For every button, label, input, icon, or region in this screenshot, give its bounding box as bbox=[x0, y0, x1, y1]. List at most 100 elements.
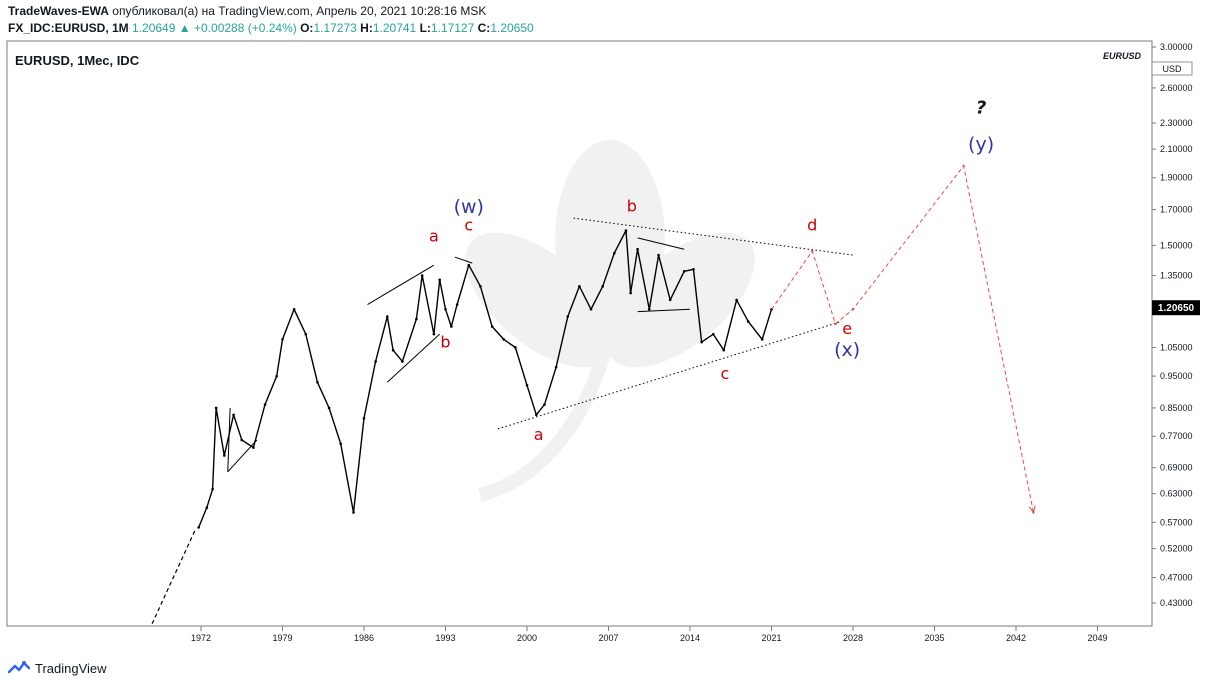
change-value: +0.00288 (+0.24%) bbox=[194, 21, 297, 35]
x-tick-label: 1993 bbox=[435, 633, 455, 643]
chart-pane-border bbox=[6, 40, 1153, 627]
price-point bbox=[735, 298, 738, 302]
projection-point bbox=[834, 322, 837, 326]
price-point bbox=[682, 270, 686, 273]
price-point bbox=[385, 315, 389, 318]
price-point bbox=[222, 454, 226, 457]
price-point bbox=[304, 332, 308, 336]
price-point bbox=[711, 332, 715, 336]
price-point bbox=[629, 291, 632, 295]
low-value: 1.17127 bbox=[430, 21, 475, 35]
price-axis[interactable]: 3.00000 2.60000 2.30000 2.10000 1.90000 1.700… bbox=[1152, 42, 1193, 608]
time-axis[interactable]: 1972 1979 1986 1993 2000 2007 2014 2021 2028 2035… bbox=[191, 626, 1108, 643]
x-tick-label: 2007 bbox=[598, 633, 618, 643]
price-point bbox=[668, 298, 672, 302]
price-point bbox=[214, 406, 218, 410]
price-series-line bbox=[198, 229, 773, 528]
wave-label: b bbox=[440, 332, 450, 351]
x-tick-label: 2000 bbox=[517, 633, 537, 643]
y-tick-label: 0.57000 bbox=[1160, 517, 1193, 527]
price-point bbox=[211, 487, 214, 491]
x-tick-label: 2035 bbox=[924, 633, 944, 643]
x-tick-label: 2028 bbox=[843, 633, 863, 643]
projection-arrowhead-icon bbox=[1028, 505, 1036, 514]
price-point bbox=[197, 526, 200, 529]
pane-symbol-tag: EURUSD bbox=[1103, 51, 1142, 61]
y-tick-label: 0.85000 bbox=[1160, 403, 1193, 413]
price-point bbox=[722, 348, 726, 352]
wave-label: (w) bbox=[454, 196, 484, 218]
pattern-trendline bbox=[454, 256, 473, 264]
header-line-1: TradeWaves-EWA опубликовал(а) на Trading… bbox=[8, 4, 486, 18]
y-tick-label: 0.77000 bbox=[1160, 431, 1193, 441]
y-tick-label: 0.43000 bbox=[1160, 598, 1193, 608]
price-point bbox=[401, 360, 404, 363]
price-point bbox=[657, 253, 660, 257]
wave-label: ? bbox=[976, 97, 986, 118]
price-point bbox=[339, 442, 343, 446]
wave-label: (y) bbox=[968, 133, 994, 155]
price-point bbox=[700, 340, 703, 344]
author-name[interactable]: TradeWaves-EWA bbox=[8, 4, 109, 18]
price-point bbox=[543, 403, 546, 406]
y-tick-label: 0.52000 bbox=[1160, 544, 1193, 554]
price-point bbox=[578, 285, 581, 288]
close-label: C: bbox=[477, 21, 491, 35]
pattern-trendline bbox=[637, 237, 685, 250]
triangle-trendline bbox=[573, 217, 854, 256]
pane-symbol-label: EURUSD, 1Мес, IDC bbox=[15, 53, 140, 68]
y-tick-label: 2.10000 bbox=[1160, 144, 1193, 154]
price-point bbox=[566, 315, 570, 318]
price-point bbox=[624, 229, 628, 232]
price-point bbox=[525, 384, 529, 387]
price-point bbox=[263, 403, 267, 406]
pattern-trendline bbox=[227, 407, 231, 472]
price-point bbox=[292, 307, 296, 311]
y-tick-label: 3.00000 bbox=[1160, 42, 1193, 52]
open-value: 1.17273 bbox=[313, 21, 357, 35]
price-point bbox=[535, 413, 538, 417]
price-badge-label: 1.20650 bbox=[1158, 303, 1195, 314]
price-point bbox=[502, 338, 506, 341]
tradingview-logo-icon bbox=[8, 661, 30, 674]
y-tick-label: 1.70000 bbox=[1160, 205, 1193, 215]
y-tick-label: 0.95000 bbox=[1160, 371, 1193, 381]
x-tick-label: 2014 bbox=[680, 633, 700, 643]
price-point bbox=[374, 360, 377, 363]
watermark-leaf-icon bbox=[465, 140, 755, 502]
y-tick-label: 2.60000 bbox=[1160, 83, 1193, 93]
price-point bbox=[352, 511, 355, 514]
price-point bbox=[420, 274, 424, 277]
price-point bbox=[232, 413, 235, 417]
price-point bbox=[444, 307, 447, 311]
projection-point bbox=[851, 308, 855, 311]
price-point bbox=[275, 374, 278, 378]
price-point bbox=[362, 416, 366, 420]
x-tick-label: 1972 bbox=[191, 633, 211, 643]
y-tick-label: 0.63000 bbox=[1160, 489, 1193, 499]
wave-label: (x) bbox=[834, 339, 860, 361]
close-value: 1.20650 bbox=[490, 21, 534, 35]
price-point bbox=[490, 325, 494, 328]
price-point bbox=[391, 348, 395, 352]
y-tick-label: 0.47000 bbox=[1160, 573, 1193, 583]
currency-box bbox=[1151, 61, 1193, 76]
high-label: H: bbox=[360, 21, 373, 35]
wave-label: c bbox=[721, 364, 730, 383]
symbol-line: FX_IDC:EURUSD, 1M bbox=[8, 21, 129, 35]
price-point bbox=[760, 338, 764, 341]
price-point bbox=[327, 406, 331, 410]
price-point bbox=[554, 365, 558, 369]
x-tick-label: 1979 bbox=[272, 633, 292, 643]
y-tick-label: 1.05000 bbox=[1160, 342, 1193, 352]
x-tick-label: 2021 bbox=[761, 633, 781, 643]
footer-brand[interactable]: TradingView bbox=[8, 660, 107, 676]
projection-line bbox=[771, 164, 1034, 513]
y-tick-label: 1.90000 bbox=[1160, 173, 1193, 183]
price-point bbox=[647, 307, 651, 311]
change-arrow-icon: ▲ bbox=[178, 21, 191, 35]
price-point bbox=[601, 285, 604, 288]
wave-label: d bbox=[807, 216, 817, 235]
